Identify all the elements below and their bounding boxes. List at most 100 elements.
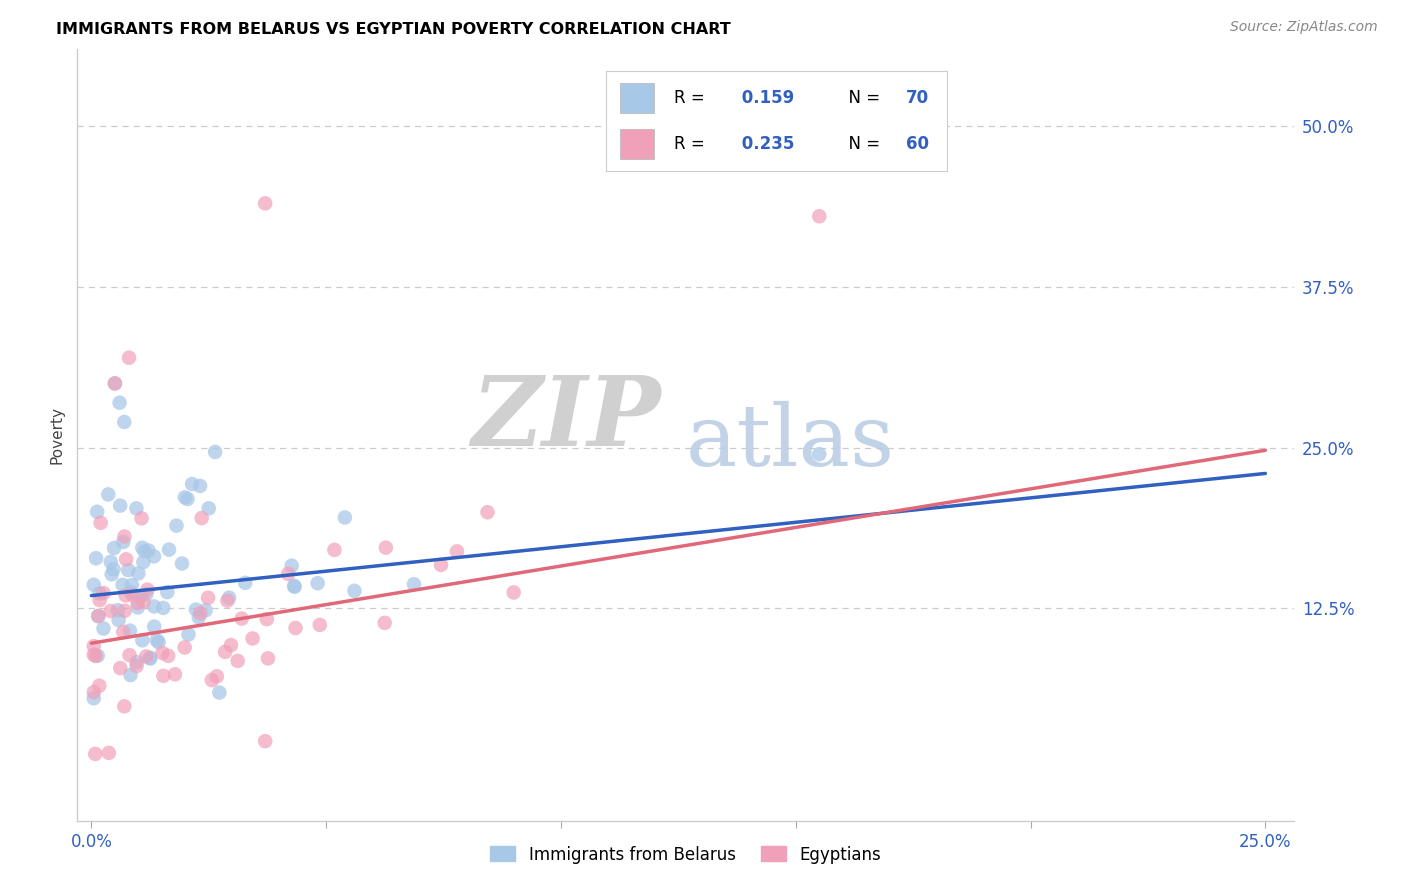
Point — [103, 562, 125, 576]
Point — [323, 542, 346, 557]
Point — [808, 447, 831, 461]
Point — [112, 415, 135, 429]
Point — [100, 567, 122, 582]
Point — [374, 615, 396, 630]
Point — [143, 619, 166, 633]
Point — [197, 501, 219, 516]
Point — [343, 583, 366, 598]
Point — [138, 543, 160, 558]
Point — [136, 582, 159, 597]
Point — [135, 649, 157, 664]
Point — [177, 627, 200, 641]
Point — [242, 632, 264, 646]
Point — [170, 557, 193, 571]
Point — [93, 622, 115, 636]
Point — [205, 669, 228, 683]
Point — [108, 395, 131, 409]
Point — [308, 618, 330, 632]
Point — [114, 588, 136, 602]
Point — [112, 535, 135, 549]
Point — [127, 600, 149, 615]
Point — [173, 640, 195, 655]
Point — [150, 646, 173, 660]
Point — [188, 479, 211, 493]
Point — [100, 555, 122, 569]
Point — [114, 604, 136, 618]
Point — [97, 487, 120, 501]
Point — [157, 542, 180, 557]
Point — [190, 511, 212, 525]
Point — [173, 491, 195, 505]
Point — [277, 566, 299, 581]
Point — [219, 638, 242, 652]
Point — [86, 505, 108, 519]
Point — [118, 624, 141, 638]
Point — [89, 593, 111, 607]
Point — [217, 593, 239, 607]
Point — [214, 645, 236, 659]
Point — [157, 648, 180, 663]
Point — [84, 747, 107, 761]
Point — [188, 607, 211, 621]
Point — [254, 196, 277, 211]
Point — [284, 621, 307, 635]
Point — [176, 491, 198, 506]
Point — [103, 541, 125, 555]
Point — [118, 648, 141, 662]
Point — [502, 585, 524, 599]
Point — [83, 639, 105, 653]
Point — [152, 601, 174, 615]
Point — [89, 586, 111, 600]
Point — [127, 596, 149, 610]
Point — [201, 673, 224, 687]
Point — [184, 602, 207, 616]
Point — [131, 633, 153, 648]
Point — [84, 551, 107, 566]
Point — [83, 648, 105, 662]
Point — [110, 661, 132, 675]
Point — [83, 685, 105, 699]
Point — [97, 746, 120, 760]
Legend: Immigrants from Belarus, Egyptians: Immigrants from Belarus, Egyptians — [484, 838, 887, 871]
Point — [152, 669, 174, 683]
Text: IMMIGRANTS FROM BELARUS VS EGYPTIAN POVERTY CORRELATION CHART: IMMIGRANTS FROM BELARUS VS EGYPTIAN POVE… — [56, 22, 731, 37]
Point — [111, 578, 134, 592]
Point — [83, 578, 105, 592]
Point — [446, 544, 468, 558]
Point — [104, 376, 127, 391]
Point — [135, 587, 157, 601]
Text: ZIP: ZIP — [471, 373, 661, 467]
Point — [256, 612, 278, 626]
Point — [89, 679, 111, 693]
Point — [477, 505, 499, 519]
Point — [204, 445, 226, 459]
Point — [187, 610, 209, 624]
Point — [131, 511, 153, 525]
Point — [104, 376, 127, 391]
Point — [100, 604, 122, 618]
Point — [120, 585, 142, 599]
Point — [90, 516, 112, 530]
Point — [121, 578, 143, 592]
Point — [402, 577, 425, 591]
Point — [118, 351, 141, 365]
Point — [233, 575, 256, 590]
Point — [131, 541, 153, 555]
Point — [115, 552, 138, 566]
Point — [107, 613, 129, 627]
Point — [132, 595, 155, 609]
Point — [87, 608, 110, 623]
Point — [254, 734, 277, 748]
Point — [93, 586, 115, 600]
Point — [114, 529, 136, 543]
Point — [122, 588, 145, 602]
Point — [127, 566, 149, 581]
Point — [430, 558, 453, 572]
Point — [374, 541, 396, 555]
Point — [107, 603, 129, 617]
Point — [112, 625, 135, 640]
Point — [143, 599, 166, 614]
Point — [139, 650, 162, 665]
Y-axis label: Poverty: Poverty — [49, 406, 65, 464]
Point — [156, 585, 179, 599]
